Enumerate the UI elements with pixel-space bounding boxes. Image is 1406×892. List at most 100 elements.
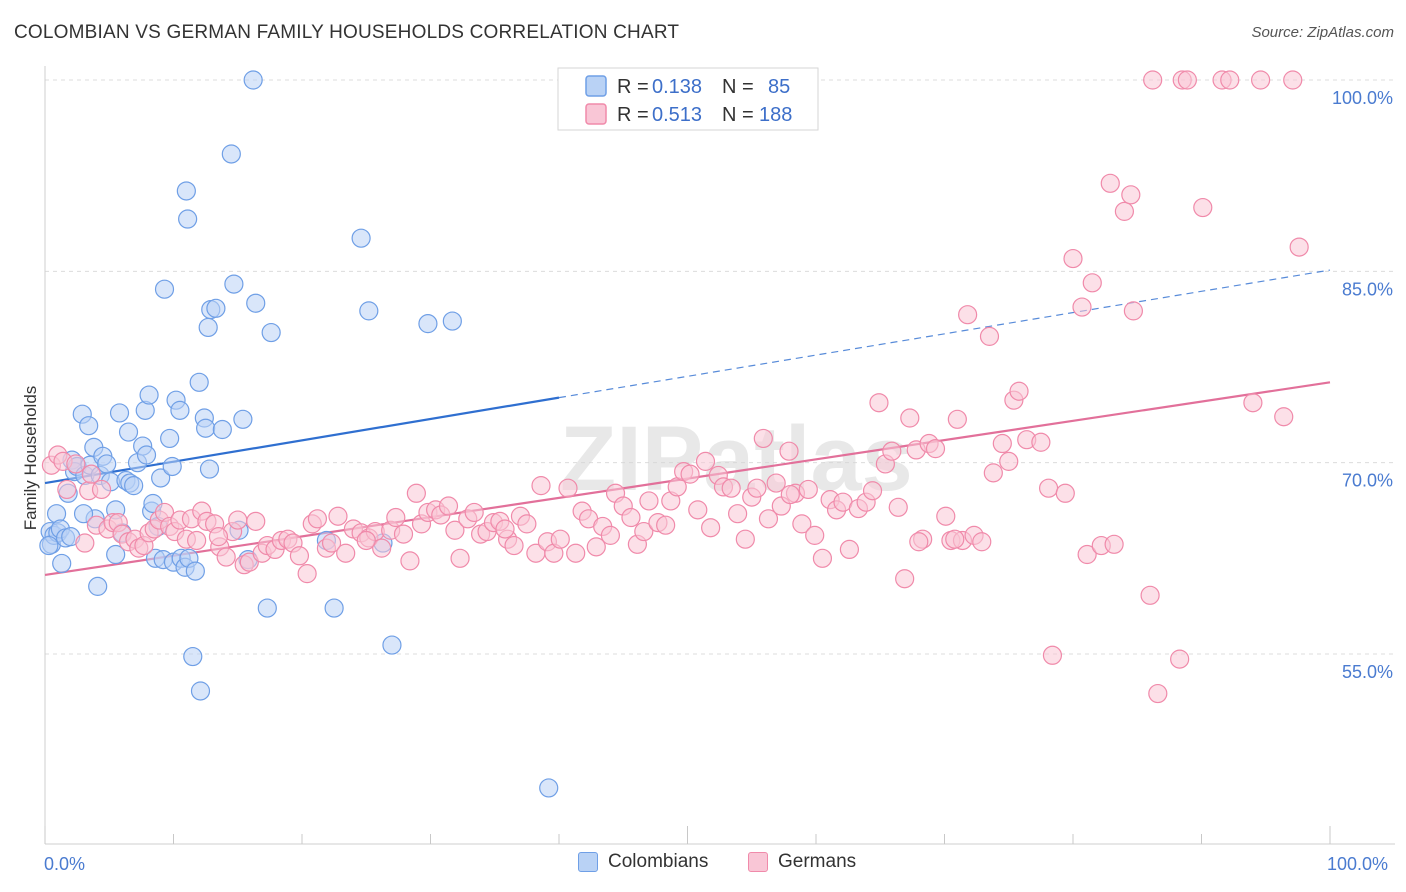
y-tick-label: 70.0% (1342, 471, 1393, 491)
point-german (1289, 237, 1309, 257)
point-german (839, 539, 860, 560)
point-colombian (190, 681, 211, 701)
point-german (958, 305, 978, 325)
point-german (1082, 273, 1102, 293)
point-colombian (162, 456, 182, 477)
point-german (1121, 185, 1141, 205)
point-colombian (118, 422, 139, 442)
x-tick-label-max: 100.0% (1327, 854, 1388, 874)
y-tick-label: 85.0% (1342, 279, 1393, 299)
point-german (586, 537, 606, 557)
point-german (550, 529, 570, 549)
point-german (1170, 649, 1190, 669)
bottom-legend-swatch-germans (748, 852, 768, 872)
point-german (721, 478, 741, 498)
point-german (1274, 407, 1294, 427)
point-german (216, 547, 236, 567)
point-colombian (97, 454, 117, 474)
point-german (728, 504, 748, 524)
point-german (297, 564, 317, 584)
point-german (228, 510, 248, 530)
point-colombian (442, 311, 462, 331)
point-german (656, 515, 676, 535)
point-german (386, 507, 406, 528)
point-german (187, 530, 207, 551)
point-german (321, 533, 342, 553)
point-colombian (106, 544, 126, 565)
point-german (1123, 301, 1143, 321)
point-colombian (206, 298, 226, 318)
point-german (779, 441, 799, 461)
point-german (909, 532, 929, 552)
legend-n-value-1: 85 (768, 76, 790, 98)
point-german (1177, 70, 1197, 90)
point-german (1038, 478, 1059, 498)
point-german (947, 409, 967, 429)
point-german (1193, 197, 1213, 218)
chart-title: COLOMBIAN VS GERMAN FAMILY HOUSEHOLDS CO… (14, 22, 680, 43)
point-colombian (539, 778, 559, 798)
point-german (450, 548, 470, 568)
legend-n-value-2: 188 (759, 104, 792, 126)
point-colombian (196, 418, 216, 438)
point-german (758, 509, 779, 529)
point-german (766, 473, 786, 493)
point-colombian (221, 144, 241, 164)
source-label: Source: ZipAtlas.com (1251, 24, 1394, 41)
point-german (1283, 70, 1303, 90)
point-german (1114, 201, 1135, 221)
point-colombian (183, 646, 203, 667)
point-german (356, 530, 376, 551)
legend-r-label-1: R = (617, 76, 649, 98)
bottom-legend-germans: Germans (748, 851, 856, 873)
point-german (639, 491, 659, 511)
point-colombian (124, 476, 144, 496)
point-german (925, 439, 946, 459)
point-colombian (139, 385, 159, 405)
point-german (972, 532, 992, 552)
point-german (1100, 173, 1120, 193)
point-german (208, 527, 229, 547)
series-colombians (39, 70, 559, 798)
point-german (999, 451, 1019, 471)
point-german (566, 543, 586, 563)
point-german (91, 479, 112, 500)
point-german (336, 543, 356, 563)
point-german (983, 463, 1003, 483)
point-colombian (199, 459, 220, 479)
point-colombian (39, 535, 59, 556)
legend-n-label-1: N = (722, 76, 754, 98)
point-german (979, 326, 1000, 346)
legend-r-value-2: 0.513 (652, 104, 702, 126)
point-german (600, 525, 621, 545)
point-german (634, 521, 654, 542)
point-german (400, 551, 420, 571)
point-german (531, 476, 551, 496)
trend-line-colombians-extension (558, 269, 1331, 399)
y-tick-label: 55.0% (1342, 662, 1393, 682)
bottom-legend: Colombians Germans (0, 851, 1406, 879)
point-german (1055, 483, 1075, 503)
y-axis-title: Family Households (21, 386, 40, 531)
point-german (862, 481, 883, 501)
x-tick-label-min: 0.0% (44, 854, 85, 874)
point-german (1077, 544, 1097, 565)
point-german (688, 500, 708, 520)
point-german (1140, 585, 1160, 605)
y-tick-labels: 55.0% 70.0% 85.0% 100.0% (1332, 88, 1393, 682)
point-colombian (170, 400, 190, 420)
bottom-legend-colombians: Colombians (578, 851, 708, 873)
point-colombian (418, 314, 438, 334)
point-colombian (151, 468, 171, 488)
point-german (869, 393, 889, 413)
point-german (504, 535, 524, 556)
point-german (1148, 683, 1168, 704)
point-colombian (79, 416, 99, 436)
bottom-legend-label-colombians: Colombians (608, 851, 709, 872)
point-german (66, 454, 86, 474)
series-germans (41, 70, 1309, 704)
legend-swatch-germans (585, 103, 607, 125)
point-german (936, 506, 956, 526)
point-german (246, 511, 266, 531)
